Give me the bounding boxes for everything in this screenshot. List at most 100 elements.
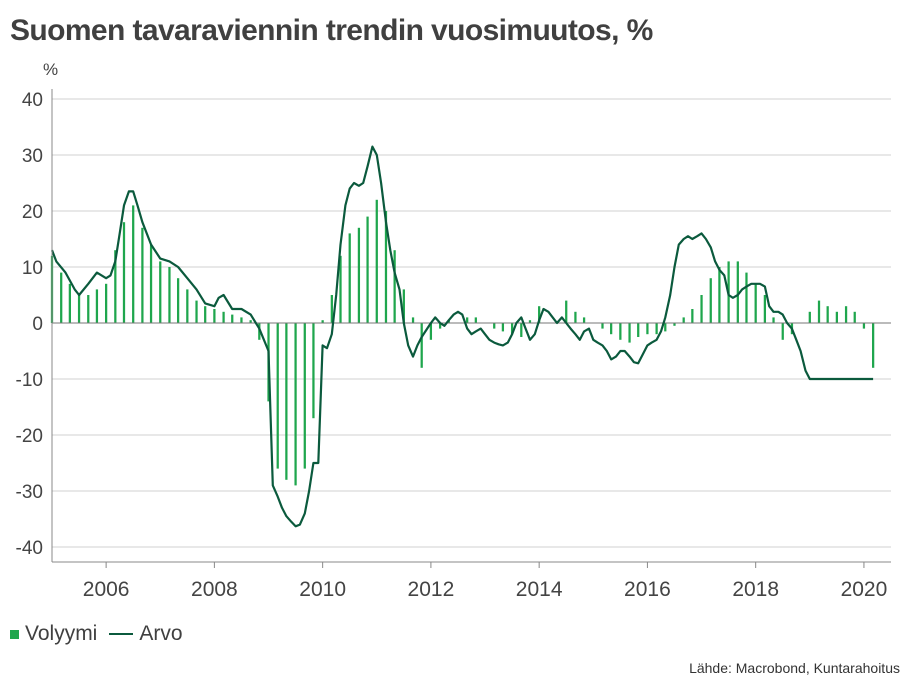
volyymi-bar (745, 272, 748, 323)
volyymi-bar (159, 261, 162, 323)
y-tick-label: 40 (22, 90, 43, 111)
volyymi-bars (50, 199, 875, 486)
volyymi-bar (141, 227, 144, 323)
volyymi-bar (538, 306, 541, 323)
volyymi-bar (122, 222, 126, 323)
volyymi-bar (132, 205, 135, 323)
volyymi-bar (619, 323, 622, 340)
volyymi-bar (60, 272, 63, 323)
x-tick-label: 2010 (299, 578, 346, 601)
legend-swatch-arvo (109, 633, 134, 635)
volyymi-bar (510, 323, 514, 335)
arvo-line-group (50, 145, 874, 528)
volyymi-bar (240, 317, 243, 323)
volyymi-bar (77, 295, 81, 323)
volyymi-bar (222, 311, 225, 323)
volyymi-bar (105, 283, 108, 323)
volyymi-bar (872, 323, 875, 368)
x-tick-label: 2018 (732, 578, 779, 601)
y-tick-label: -10 (16, 370, 43, 391)
volyymi-bar (709, 278, 712, 323)
volyymi-bar (646, 323, 649, 335)
volyymi-bar (808, 311, 811, 323)
volyymi-bar (420, 323, 423, 368)
x-tick-label: 2016 (624, 578, 671, 601)
volyymi-bar (68, 283, 71, 323)
volyymi-bar (781, 323, 784, 340)
volyymi-bar (393, 250, 396, 323)
volyymi-bar (826, 306, 829, 323)
x-tick-label: 2012 (408, 578, 455, 601)
y-tick-label: -30 (16, 482, 43, 503)
volyymi-bar (772, 317, 775, 323)
volyymi-bar (384, 211, 388, 323)
x-tick-label: 2014 (516, 578, 563, 601)
volyymi-bar (231, 314, 234, 323)
volyymi-bar (736, 261, 739, 323)
grid-lines (52, 98, 891, 548)
volyymi-bar (682, 317, 685, 323)
x-tick-labels: 2006 2008 2010 2012 2014 2016 2018 2020 (83, 578, 888, 601)
volyymi-bar (176, 278, 180, 323)
volyymi-bar (853, 311, 856, 323)
volyymi-bar (474, 317, 477, 323)
volyymi-bar (673, 323, 676, 326)
volyymi-bar (312, 323, 315, 419)
volyymi-bar (637, 323, 640, 337)
legend-swatch-volyymi (10, 629, 19, 639)
volyymi-bar (149, 244, 153, 323)
volyymi-bar (195, 300, 198, 323)
legend: Volyymi Arvo (10, 622, 183, 646)
y-tick-label: -20 (16, 426, 43, 447)
y-tick-label: 0 (32, 314, 43, 335)
y-tick-labels: 40 30 20 10 0 -10 -20 -30 -40 (16, 90, 43, 559)
volyymi-bar (835, 311, 838, 323)
volyymi-bar (628, 323, 631, 343)
volyymi-bar (204, 306, 207, 323)
y-tick-label: 30 (22, 146, 43, 167)
volyymi-bar (655, 323, 658, 335)
volyymi-bar (438, 323, 442, 329)
volyymi-bar (375, 199, 378, 323)
volyymi-bar (294, 323, 297, 486)
volyymi-bar (411, 317, 415, 323)
y-tick-label: -40 (16, 538, 43, 559)
volyymi-bar (285, 323, 288, 480)
volyymi-bar (466, 317, 469, 323)
legend-label-arvo: Arvo (139, 622, 183, 645)
volyymi-bar (601, 323, 604, 329)
volyymi-bar (402, 289, 405, 323)
volyymi-bar (339, 255, 342, 323)
volyymi-bar (493, 323, 496, 329)
source-note: Lähde: Macrobond, Kuntarahoitus (689, 660, 900, 676)
volyymi-bar (501, 323, 505, 332)
arvo-line (50, 145, 874, 528)
volyymi-bar (114, 250, 117, 323)
volyymi-bar (303, 323, 306, 469)
volyymi-bar (844, 306, 848, 323)
volyymi-bar (330, 295, 333, 323)
volyymi-bar (691, 309, 694, 323)
volyymi-bar (357, 227, 361, 323)
y-tick-label: 20 (22, 202, 43, 223)
volyymi-bar (817, 300, 821, 323)
volyymi-bar (87, 295, 90, 323)
x-tick-label: 2008 (191, 578, 238, 601)
volyymi-bar (95, 289, 99, 323)
chart-title: Suomen tavaraviennin trendin vuosimuutos… (10, 14, 653, 47)
volyymi-bar (366, 216, 369, 323)
volyymi-bar (862, 323, 866, 329)
volyymi-bar (763, 295, 767, 323)
volyymi-bar (565, 300, 568, 323)
volyymi-bar (718, 267, 721, 323)
volyymi-bar (321, 320, 324, 323)
volyymi-bar (249, 320, 252, 323)
legend-label-volyymi: Volyymi (25, 622, 98, 645)
axes (51, 89, 891, 568)
volyymi-bar (582, 317, 586, 323)
volyymi-bar (700, 295, 703, 323)
x-tick-label: 2006 (83, 578, 130, 601)
y-axis-unit-label: % (43, 60, 59, 79)
volyymi-bar (348, 233, 351, 323)
